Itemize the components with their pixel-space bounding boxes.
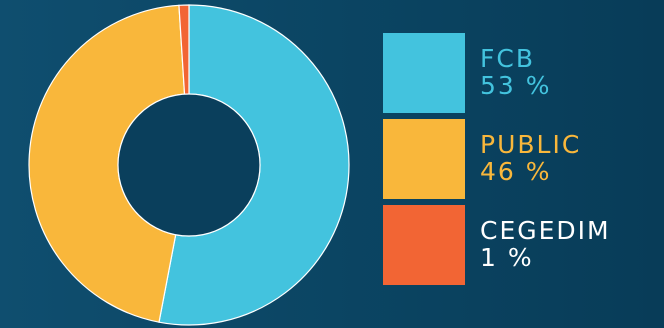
legend-swatch-public bbox=[383, 119, 465, 199]
donut-hole bbox=[117, 93, 261, 237]
legend-swatch-fcb bbox=[383, 33, 465, 113]
legend-value-cegedim: 1 % bbox=[480, 243, 534, 272]
legend-item-public: PUBLIC 46 % bbox=[383, 117, 653, 203]
chart-legend: FCB 53 % PUBLIC 46 % CEGEDIM 1 % bbox=[383, 31, 653, 289]
legend-value-fcb: 53 % bbox=[480, 71, 552, 100]
donut-chart-svg bbox=[28, 4, 350, 326]
legend-label-fcb: FCB bbox=[480, 44, 535, 73]
legend-swatch-cegedim bbox=[383, 205, 465, 285]
legend-label-public: PUBLIC bbox=[480, 130, 582, 159]
legend-label-cegedim: CEGEDIM bbox=[480, 216, 611, 245]
legend-item-cegedim: CEGEDIM 1 % bbox=[383, 203, 653, 289]
legend-item-fcb: FCB 53 % bbox=[383, 31, 653, 117]
legend-value-public: 46 % bbox=[480, 157, 552, 186]
